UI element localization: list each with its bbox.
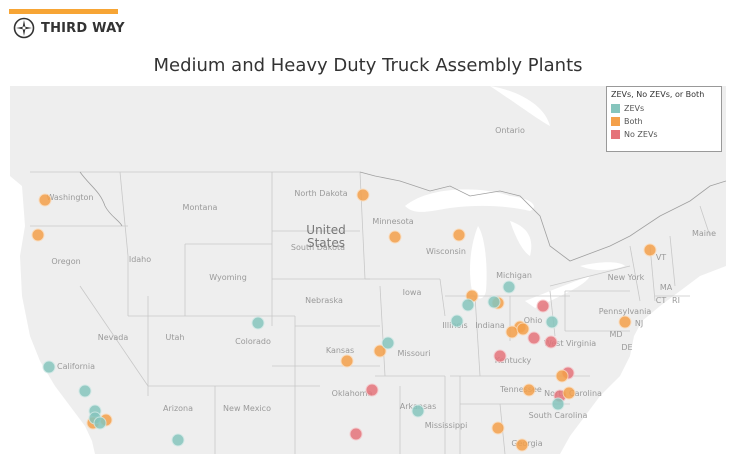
state-label: CT (655, 296, 667, 305)
state-label: Oregon (51, 257, 81, 266)
state-label: Arizona (162, 404, 194, 413)
legend-swatch-both (611, 117, 620, 126)
third-way-logo[interactable]: THIRD WAY (13, 17, 125, 39)
state-label: New Mexico (223, 404, 271, 413)
legend: ZEVs, No ZEVs, or Both ZEVs Both No ZEVs (606, 86, 722, 152)
state-label: Maine (691, 229, 717, 238)
plant-marker[interactable] (251, 316, 265, 330)
brand-accent-bar (9, 9, 118, 14)
state-label: South Carolina (528, 411, 588, 420)
state-label: Washington (46, 193, 94, 202)
state-label: VT (655, 253, 667, 262)
chart-title: Medium and Heavy Duty Truck Assembly Pla… (153, 55, 583, 76)
state-label: RI (672, 296, 680, 305)
plant-marker[interactable] (171, 433, 185, 447)
state-label: Kansas (325, 346, 355, 355)
plant-marker[interactable] (365, 383, 379, 397)
plant-marker[interactable] (493, 349, 507, 363)
state-label: Oklahoma (331, 389, 373, 398)
state-label: Mississippi (424, 421, 468, 430)
state-label: Minnesota (372, 217, 414, 226)
state-label: Ontario (495, 126, 525, 135)
map-basemap (10, 86, 726, 454)
state-label: Idaho (128, 255, 152, 264)
plant-marker[interactable] (516, 322, 530, 336)
state-label: Wisconsin (426, 247, 466, 256)
plant-marker[interactable] (544, 335, 558, 349)
country-label: United States (306, 223, 346, 250)
state-label: West Virginia (543, 339, 597, 348)
plant-marker[interactable] (522, 383, 536, 397)
plant-marker[interactable] (450, 314, 464, 328)
plant-marker[interactable] (461, 298, 475, 312)
plant-marker[interactable] (356, 188, 370, 202)
plant-marker[interactable] (536, 299, 550, 313)
plant-marker[interactable] (349, 427, 363, 441)
state-label: MA (659, 283, 673, 292)
plant-marker[interactable] (515, 438, 529, 452)
legend-item-no-zevs[interactable]: No ZEVs (611, 128, 717, 141)
plant-marker[interactable] (452, 228, 466, 242)
legend-label: Both (624, 117, 643, 126)
compass-icon (13, 17, 35, 39)
plant-marker[interactable] (42, 360, 56, 374)
plant-marker[interactable] (551, 397, 565, 411)
plant-marker[interactable] (491, 421, 505, 435)
state-label: New York (607, 273, 645, 282)
plant-marker[interactable] (502, 280, 516, 294)
state-label: DE (621, 343, 633, 352)
state-label: Montana (182, 203, 218, 212)
plant-marker[interactable] (562, 386, 576, 400)
state-label: Wyoming (209, 273, 247, 282)
plant-marker[interactable] (38, 193, 52, 207)
plant-marker[interactable] (31, 228, 45, 242)
plant-marker[interactable] (487, 295, 501, 309)
legend-label: No ZEVs (624, 130, 658, 139)
legend-label: ZEVs (624, 104, 645, 113)
state-label: Missouri (397, 349, 431, 358)
plant-marker[interactable] (618, 315, 632, 329)
us-map[interactable]: Ontario Washington Montana North Dakota Minn… (10, 86, 726, 454)
state-label: NJ (634, 319, 644, 328)
state-label: Indiana (475, 321, 505, 330)
state-label: Michigan (496, 271, 532, 280)
legend-item-both[interactable]: Both (611, 115, 717, 128)
plant-marker[interactable] (527, 331, 541, 345)
plant-marker[interactable] (555, 369, 569, 383)
state-label: Colorado (235, 337, 271, 346)
plant-marker[interactable] (388, 230, 402, 244)
plant-marker[interactable] (411, 404, 425, 418)
state-label: MD (609, 330, 623, 339)
legend-swatch-no-zevs (611, 130, 620, 139)
brand-name: THIRD WAY (41, 20, 125, 36)
legend-title: ZEVs, No ZEVs, or Both (611, 90, 705, 99)
state-label: Nevada (97, 333, 129, 342)
plant-marker[interactable] (381, 336, 395, 350)
state-label: Ohio (523, 316, 543, 325)
plant-marker[interactable] (93, 416, 107, 430)
plant-marker[interactable] (643, 243, 657, 257)
state-label: Nebraska (305, 296, 343, 305)
state-label: Kentucky (494, 356, 532, 365)
state-label: Iowa (402, 288, 422, 297)
legend-swatch-zevs (611, 104, 620, 113)
plant-marker[interactable] (78, 384, 92, 398)
state-label: South Dakota (290, 243, 346, 252)
plant-marker[interactable] (545, 315, 559, 329)
state-label: Tennessee (500, 385, 542, 394)
state-label: California (57, 362, 95, 371)
legend-item-zevs[interactable]: ZEVs (611, 102, 717, 115)
state-label: North Dakota (294, 189, 348, 198)
plant-marker[interactable] (340, 354, 354, 368)
state-label: Pennsylvania (598, 307, 652, 316)
state-label: Utah (165, 333, 185, 342)
